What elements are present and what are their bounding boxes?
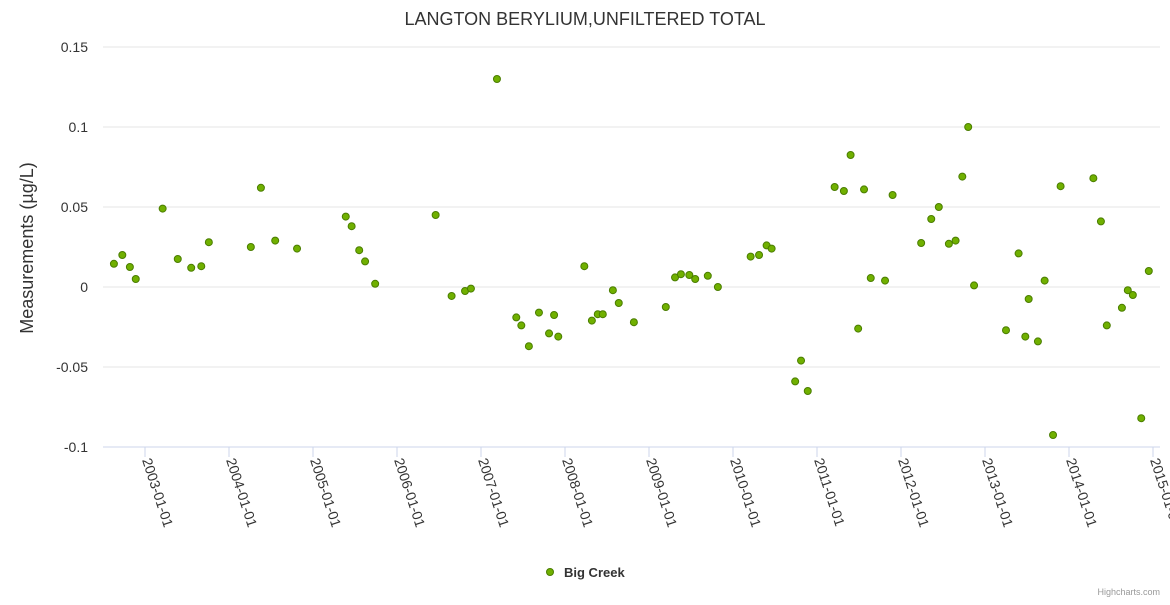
y-tick-label: -0.05 [56, 359, 88, 375]
data-point[interactable] [685, 271, 694, 279]
data-point[interactable] [1002, 326, 1010, 335]
data-point[interactable] [246, 243, 255, 251]
data-point[interactable] [951, 236, 960, 245]
legend-label: Big Creek [564, 565, 625, 580]
data-point[interactable] [661, 303, 670, 311]
legend-marker-icon [546, 568, 554, 576]
data-point[interactable] [1056, 182, 1065, 191]
data-point[interactable] [791, 377, 800, 386]
data-point[interactable] [1123, 286, 1132, 295]
data-point[interactable] [888, 191, 897, 199]
data-point[interactable] [1117, 303, 1126, 312]
data-point[interactable] [958, 172, 967, 181]
data-point[interactable] [1096, 217, 1105, 226]
data-point[interactable] [608, 286, 617, 295]
credits-link[interactable]: Highcharts.com [1097, 587, 1160, 597]
data-point[interactable] [580, 262, 589, 271]
data-point[interactable] [691, 275, 700, 283]
data-point[interactable] [614, 299, 623, 307]
data-point[interactable] [1014, 249, 1023, 258]
data-point[interactable] [1102, 321, 1111, 330]
data-point[interactable] [109, 259, 118, 268]
data-point[interactable] [854, 324, 863, 333]
data-point[interactable] [447, 291, 456, 300]
data-point[interactable] [830, 183, 839, 191]
data-point[interactable] [598, 310, 607, 319]
data-point[interactable] [703, 271, 712, 280]
data-point[interactable] [173, 255, 182, 263]
data-point[interactable] [1033, 337, 1042, 346]
data-point[interactable] [944, 239, 953, 248]
y-tick-label: 0.05 [61, 199, 88, 215]
legend-item-big-creek[interactable]: Big Creek [546, 565, 626, 580]
data-point[interactable] [524, 342, 533, 351]
data-point[interactable] [1144, 267, 1153, 275]
data-point[interactable] [917, 239, 926, 247]
data-point[interactable] [204, 238, 213, 247]
data-point[interactable] [545, 329, 554, 338]
data-point[interactable] [158, 204, 167, 213]
data-point[interactable] [866, 274, 875, 283]
data-point[interactable] [846, 151, 855, 159]
data-point[interactable] [797, 356, 806, 365]
data-point[interactable] [1089, 174, 1098, 183]
data-point[interactable] [1024, 295, 1033, 303]
data-point[interactable] [125, 263, 134, 271]
data-point[interactable] [927, 215, 936, 223]
data-point[interactable] [517, 321, 526, 330]
data-point[interactable] [534, 308, 543, 317]
data-point[interactable] [676, 270, 685, 279]
data-point[interactable] [587, 316, 596, 325]
data-point[interactable] [839, 187, 848, 195]
data-point[interactable] [431, 211, 440, 219]
data-point[interactable] [256, 183, 265, 192]
data-point[interactable] [554, 332, 563, 341]
chart-title: LANGTON BERYLIUM,UNFILTERED TOTAL [404, 9, 765, 29]
data-point[interactable] [881, 276, 890, 285]
y-gridlines [103, 46, 1160, 368]
data-point[interactable] [934, 203, 943, 211]
data-point[interactable] [713, 283, 722, 291]
y-tick-label: 0.15 [61, 39, 88, 55]
data-point[interactable] [371, 279, 380, 288]
data-point[interactable] [1021, 332, 1030, 341]
data-point[interactable] [755, 251, 764, 259]
y-tick-label: -0.1 [64, 439, 88, 455]
data-point[interactable] [347, 222, 356, 231]
data-point[interactable] [512, 313, 521, 322]
data-point[interactable] [118, 251, 127, 259]
data-point[interactable] [1137, 414, 1146, 423]
data-point[interactable] [860, 185, 869, 194]
y-tick-label: 0.1 [69, 119, 89, 135]
data-point[interactable] [746, 252, 755, 261]
data-point[interactable] [131, 275, 140, 283]
data-point[interactable] [1040, 276, 1049, 285]
data-point[interactable] [550, 311, 559, 319]
data-point[interactable] [466, 284, 475, 293]
y-tick-label: 0 [80, 279, 88, 295]
data-point[interactable] [361, 257, 370, 266]
data-point[interactable] [187, 263, 196, 272]
data-point[interactable] [355, 246, 364, 255]
data-point[interactable] [803, 387, 812, 395]
y-axis-title: Measurements (µg/L) [17, 162, 37, 333]
y-axis-labels: 0.15 0.1 0.05 0 -0.05 -0.1 [56, 39, 88, 455]
data-point[interactable] [293, 244, 302, 253]
data-point[interactable] [271, 236, 280, 245]
data-point[interactable] [1049, 431, 1058, 439]
data-point[interactable] [767, 244, 776, 253]
data-point[interactable] [970, 281, 979, 290]
data-point[interactable] [197, 262, 206, 271]
data-point[interactable] [964, 123, 973, 131]
data-point[interactable] [341, 212, 350, 221]
data-point[interactable] [1128, 291, 1137, 299]
series-big-creek [109, 75, 1153, 439]
data-point[interactable] [492, 75, 501, 83]
data-point[interactable] [629, 318, 638, 327]
